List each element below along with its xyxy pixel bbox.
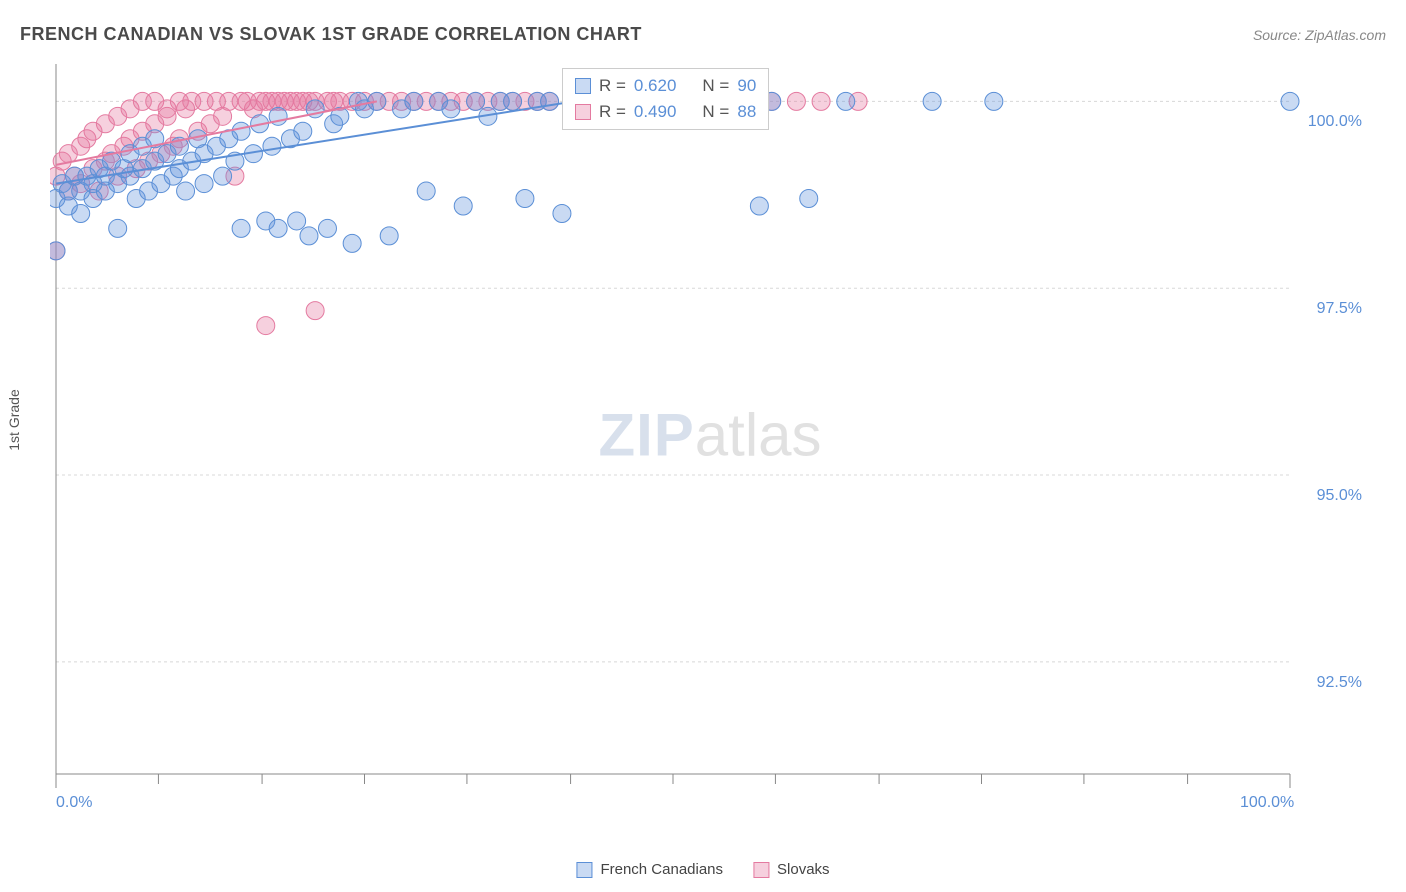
plot-area: ZIPatlas R = 0.620 N = 90 R = 0.490 N = … xyxy=(50,60,1370,810)
series-swatch xyxy=(575,104,591,120)
stats-row: R = 0.620 N = 90 xyxy=(563,73,768,99)
legend-label: Slovaks xyxy=(777,861,830,878)
legend-swatch xyxy=(576,862,592,878)
y-tick-label: 97.5% xyxy=(1317,300,1362,318)
series-swatch xyxy=(575,78,591,94)
legend-swatch xyxy=(753,862,769,878)
legend-item: French Canadians xyxy=(576,861,723,878)
stats-r-label: R = xyxy=(599,76,626,96)
stats-n-label: N = xyxy=(702,76,729,96)
chart-title: FRENCH CANADIAN VS SLOVAK 1ST GRADE CORR… xyxy=(20,24,642,45)
stats-row: R = 0.490 N = 88 xyxy=(563,99,768,125)
legend-item: Slovaks xyxy=(753,861,830,878)
stats-n-value: 90 xyxy=(737,76,756,96)
source-attribution: Source: ZipAtlas.com xyxy=(1253,27,1386,43)
x-tick-label: 100.0% xyxy=(1240,794,1294,812)
stats-n-value: 88 xyxy=(737,102,756,122)
y-tick-label: 100.0% xyxy=(1308,113,1362,131)
x-tick-label: 0.0% xyxy=(56,794,92,812)
legend-label: French Canadians xyxy=(600,861,723,878)
correlation-stats-box: R = 0.620 N = 90 R = 0.490 N = 88 xyxy=(562,68,769,130)
stats-r-value: 0.620 xyxy=(634,76,677,96)
stats-r-label: R = xyxy=(599,102,626,122)
stats-n-label: N = xyxy=(702,102,729,122)
scatter-chart xyxy=(50,60,1370,810)
y-axis-label: 1st Grade xyxy=(6,389,22,450)
y-tick-label: 95.0% xyxy=(1317,487,1362,505)
stats-r-value: 0.490 xyxy=(634,102,677,122)
y-tick-label: 92.5% xyxy=(1317,674,1362,692)
legend: French Canadians Slovaks xyxy=(576,861,829,878)
